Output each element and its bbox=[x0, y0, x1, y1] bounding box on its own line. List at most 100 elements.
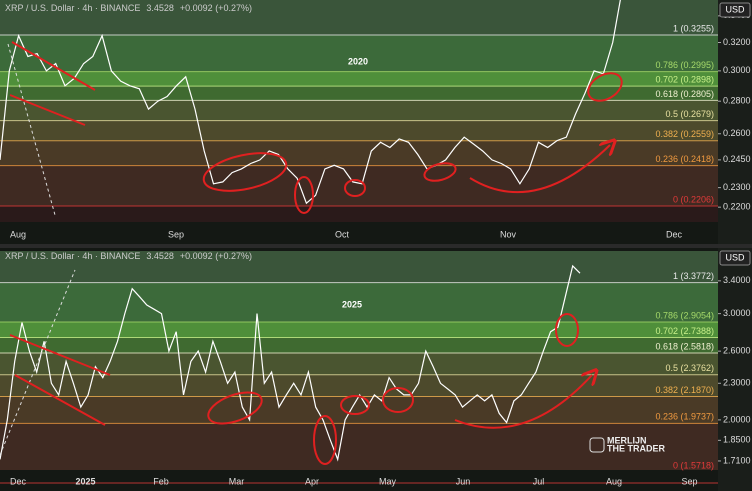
x-tick-label: Nov bbox=[500, 229, 517, 239]
highlight-ellipse bbox=[555, 313, 579, 347]
header-price: 3.4528 bbox=[146, 251, 174, 261]
fib-level-label: 0.382 (0.2559) bbox=[655, 129, 714, 139]
highlight-ellipse bbox=[202, 152, 288, 192]
y-tick-label: 3.0000 bbox=[723, 308, 751, 318]
y-tick-label: 0.3200 bbox=[723, 37, 751, 47]
fib-zone bbox=[0, 35, 718, 72]
trendline bbox=[9, 94, 86, 126]
fib-zone bbox=[0, 396, 718, 424]
fib-zone bbox=[0, 423, 718, 470]
fib-zone bbox=[0, 251, 718, 283]
x-tick-label: Feb bbox=[153, 476, 169, 486]
x-tick-label: Aug bbox=[606, 476, 622, 486]
fib-level-label: 0 (0.2206) bbox=[673, 194, 714, 204]
highlight-ellipse bbox=[382, 387, 414, 413]
fib-level-label: 0.702 (0.2898) bbox=[655, 74, 714, 84]
trendline bbox=[9, 334, 111, 376]
fib-zone bbox=[0, 322, 718, 338]
y-tick-label: 0.2800 bbox=[723, 96, 751, 106]
x-tick-label: Aug bbox=[10, 229, 26, 239]
header-price: 3.4528 bbox=[146, 3, 174, 13]
fib-zone bbox=[0, 120, 718, 141]
x-tick-label: 2025 bbox=[75, 476, 95, 486]
x-tick-label: Dec bbox=[666, 229, 683, 239]
y-tick-label: 2.3000 bbox=[723, 378, 751, 388]
x-tick-label: Apr bbox=[305, 476, 319, 486]
fib-level-label: 0.786 (0.2995) bbox=[655, 60, 714, 70]
fib-zone bbox=[0, 374, 718, 397]
arrow bbox=[454, 375, 592, 429]
y-tick-label: 3.4000 bbox=[723, 275, 751, 285]
x-tick-label: Oct bbox=[335, 229, 350, 239]
header-change: +0.0092 (+0.27%) bbox=[180, 251, 252, 261]
arrow bbox=[469, 145, 610, 194]
fib-zone bbox=[0, 0, 718, 36]
y-tick-label: 0.2300 bbox=[723, 182, 751, 192]
header-change: +0.0092 (+0.27%) bbox=[180, 3, 252, 13]
x-tick-label: Mar bbox=[229, 476, 245, 486]
y-tick-label: 0.2200 bbox=[723, 202, 751, 212]
x-tick-label: Dec bbox=[10, 476, 27, 486]
fib-level-label: 0.5 (0.2679) bbox=[665, 109, 714, 119]
fib-zone bbox=[0, 140, 718, 166]
fib-zone bbox=[0, 100, 718, 121]
watermark-logo bbox=[589, 437, 605, 453]
fib-level-label: 0.618 (2.5818) bbox=[655, 341, 714, 351]
currency-label: USD bbox=[725, 4, 745, 14]
fib-level-label: 0 (1.5718) bbox=[673, 460, 714, 470]
fib-zone bbox=[0, 165, 718, 206]
fib-level-label: 0.786 (2.9054) bbox=[655, 310, 714, 320]
header: XRP / U.S. Dollar · 4h · BINANCE 3.4528 +0… bbox=[5, 251, 252, 261]
currency-box bbox=[719, 250, 751, 266]
y-tick-label: 2.6000 bbox=[723, 346, 751, 356]
highlight-ellipse bbox=[423, 162, 457, 182]
fib-level-label: 1 (0.3255) bbox=[673, 23, 714, 33]
highlight-ellipse bbox=[207, 391, 263, 425]
price-line bbox=[0, 264, 581, 462]
highlight-ellipse bbox=[294, 176, 314, 214]
y-tick-label: 0.3000 bbox=[723, 65, 751, 75]
x-tick-label: May bbox=[379, 476, 397, 486]
fib-level-label: 0.382 (2.1870) bbox=[655, 385, 714, 395]
chart-title: 2025 bbox=[342, 299, 362, 309]
watermark-text: MERLIJN bbox=[607, 435, 647, 445]
highlight-ellipse bbox=[313, 415, 337, 465]
fib-zone bbox=[0, 282, 718, 323]
price-line bbox=[0, 0, 621, 205]
fib-zone bbox=[0, 205, 718, 222]
fib-zone bbox=[0, 86, 718, 101]
annotations bbox=[0, 41, 623, 465]
chart-title: 2020 bbox=[348, 56, 368, 66]
fib-level-label: 0.236 (0.2418) bbox=[655, 154, 714, 164]
header-symbol: XRP / U.S. Dollar · 4h · BINANCE bbox=[5, 251, 140, 261]
trendline bbox=[11, 41, 96, 91]
highlight-ellipse bbox=[587, 72, 623, 102]
y-tick-label: 0.2450 bbox=[723, 154, 751, 164]
y-tick-label: 1.8500 bbox=[723, 435, 751, 445]
fib-level-label: 0.236 (1.9737) bbox=[655, 412, 714, 422]
panel-separator bbox=[0, 244, 752, 248]
fib-level-label: 0.702 (2.7388) bbox=[655, 326, 714, 336]
highlight-ellipse bbox=[340, 395, 370, 415]
y-tick-label: 1.7100 bbox=[723, 455, 751, 465]
fib-zone bbox=[0, 337, 718, 353]
watermark-text: THE TRADER bbox=[607, 443, 665, 453]
fib-level-label: 0.5 (2.3762) bbox=[665, 363, 714, 373]
y-tick-label: 2.0000 bbox=[723, 414, 751, 424]
x-tick-label: Sep bbox=[168, 229, 184, 239]
currency-label: USD bbox=[725, 252, 745, 262]
header: XRP / U.S. Dollar · 4h · BINANCE 3.4528 +0… bbox=[5, 3, 252, 13]
x-tick-label: Jun bbox=[456, 476, 471, 486]
fib-zone bbox=[0, 352, 718, 375]
x-tick-label: Sep bbox=[681, 476, 697, 486]
x-tick-label: Jul bbox=[533, 476, 545, 486]
highlight-ellipse bbox=[344, 179, 366, 197]
fib-level-label: 0.618 (0.2805) bbox=[655, 89, 714, 99]
header-symbol: XRP / U.S. Dollar · 4h · BINANCE bbox=[5, 3, 140, 13]
y-axis-background bbox=[718, 0, 752, 244]
y-axis-background bbox=[718, 248, 752, 491]
trendline bbox=[14, 374, 106, 426]
y-tick-label: 0.2600 bbox=[723, 128, 751, 138]
fib-level-label: 1 (3.3772) bbox=[673, 271, 714, 281]
